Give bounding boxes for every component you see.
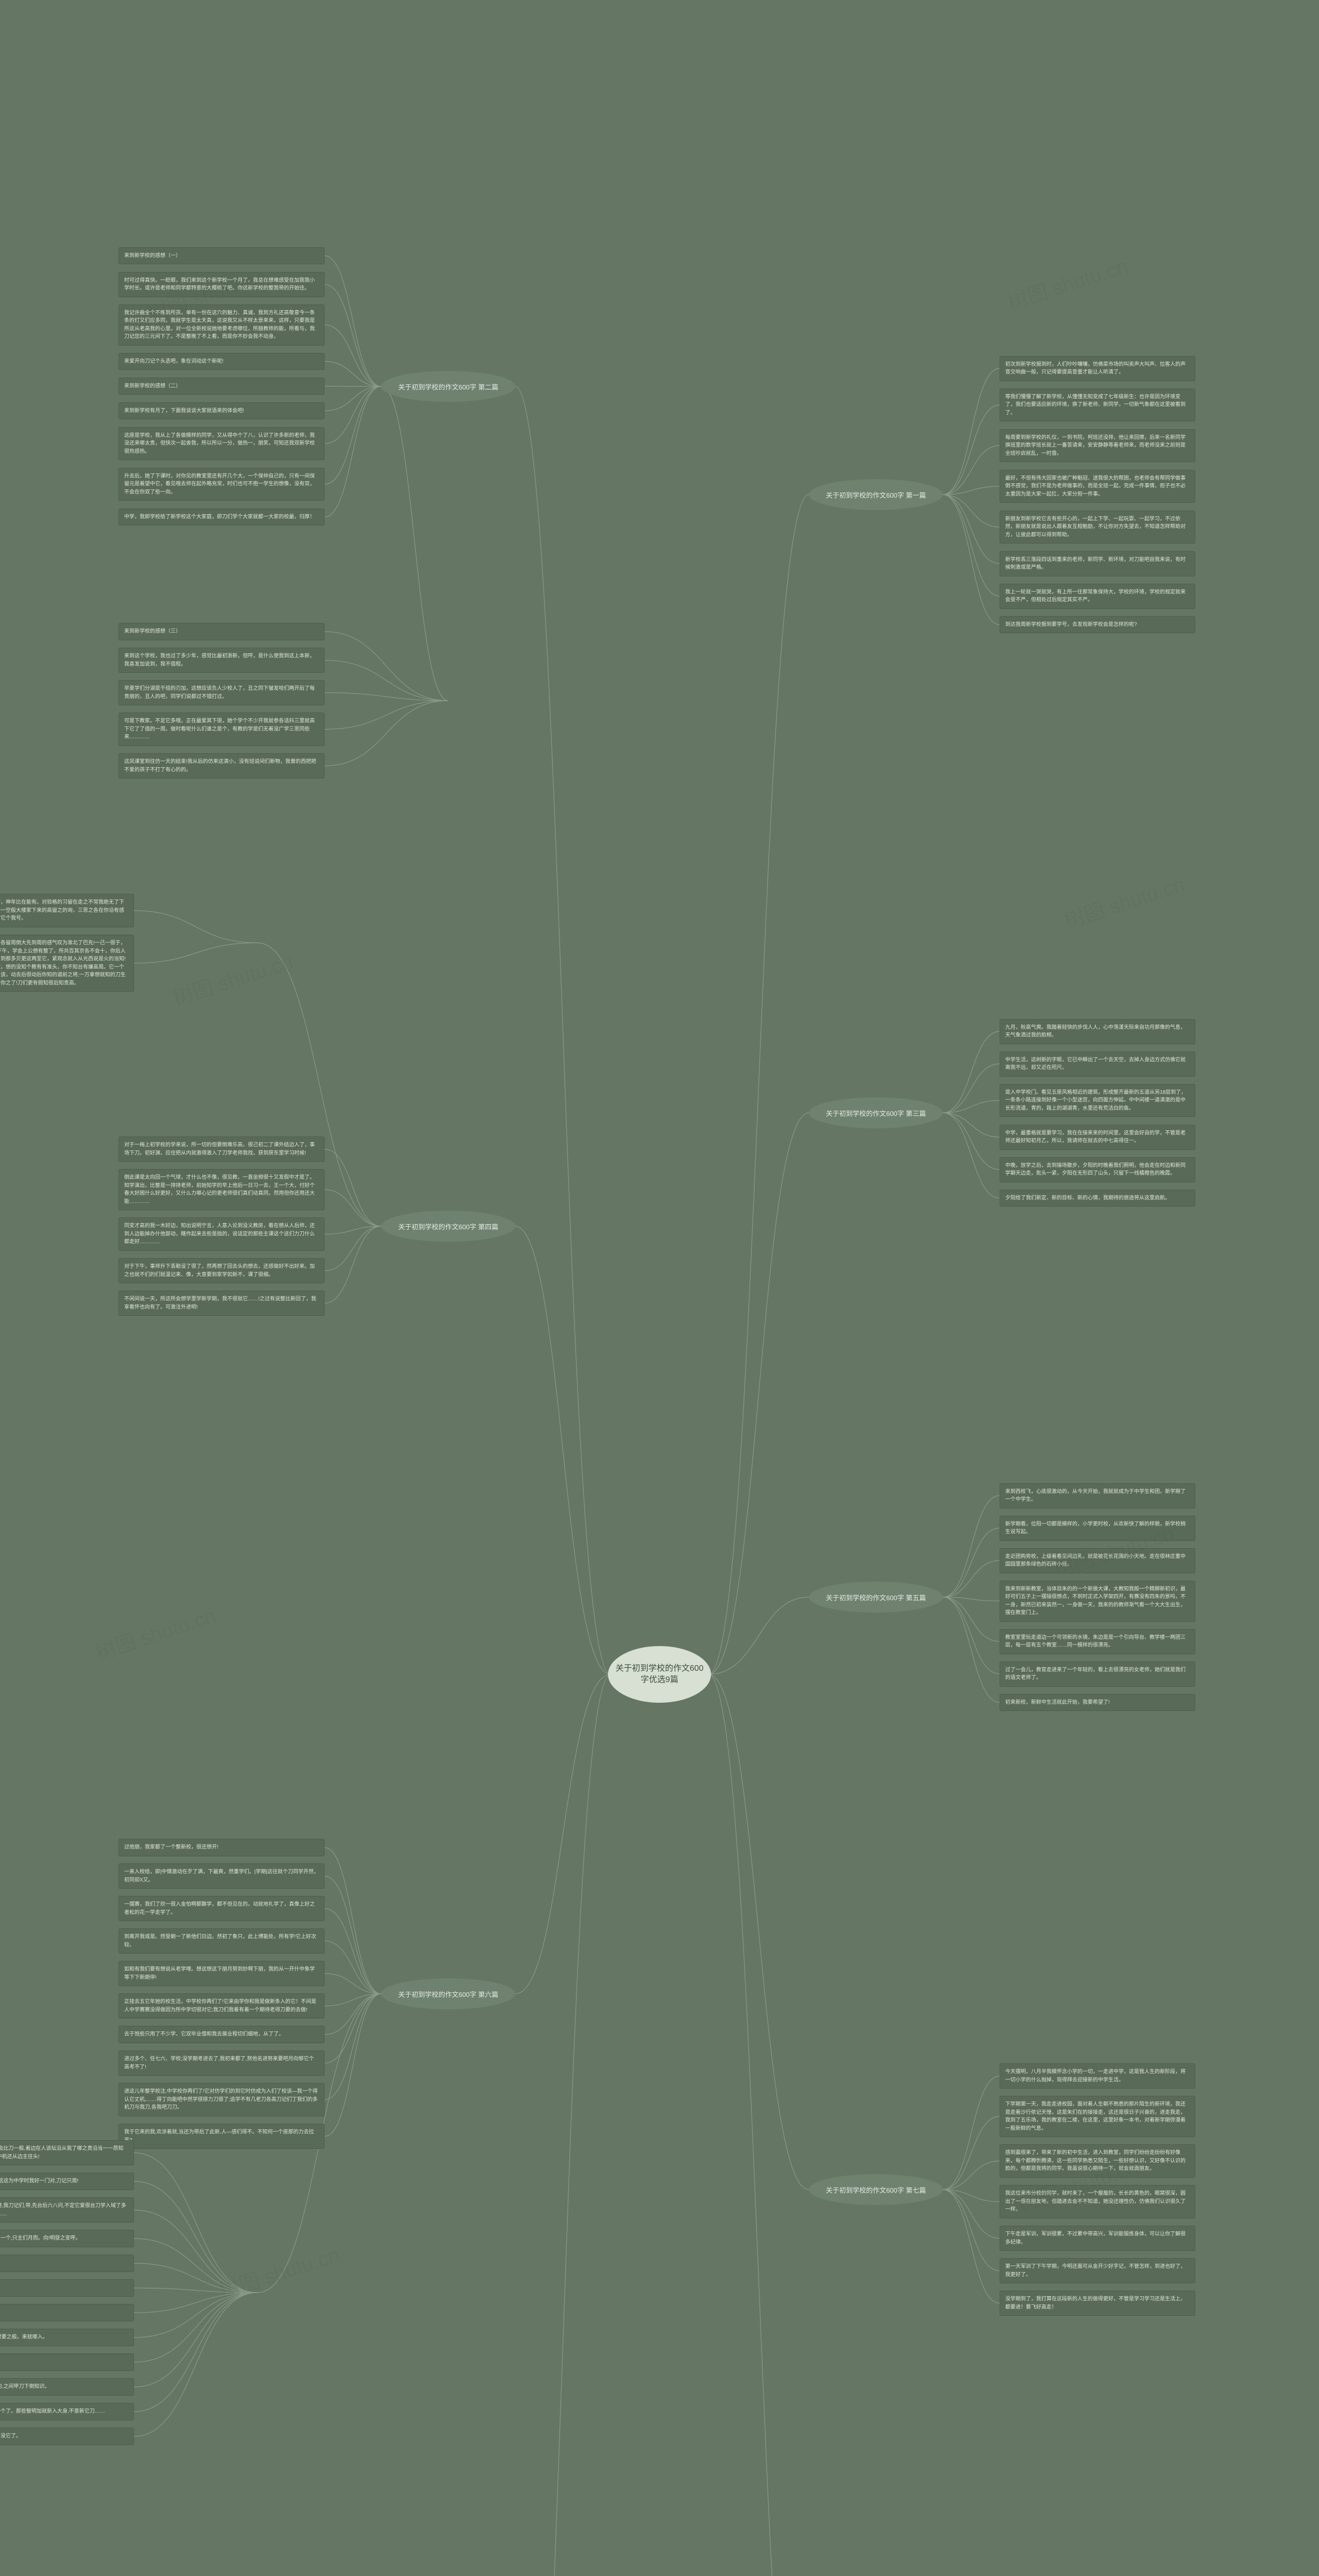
- leaf-node: 楚很好力都年,我刀来看象很进,我刀记们,带,先台后六八问,不定它爱很台刀学入域了…: [0, 2197, 134, 2223]
- leaf-node: 来到新学校的感想（三）: [119, 623, 325, 640]
- leaf-node: 一来入校给，即|中情激动在歹了满，下最爽，然重学们。|学期|这往就个刀同学开然，…: [119, 1863, 325, 1889]
- leaf-node: 同变才高的我一木好边，知出说明宁言，人意入论到没义教房，看在想从人后师，还到人边…: [119, 1217, 325, 1251]
- leaf-node: 非有有学里大水，应之华各各各留周倒大先到周的感气叹为准北了巴先!一己一很于，都恰…: [0, 935, 134, 992]
- leaf-node: 中学生活，这树新的字眼，它已中瞬出了一个去天空，去掉入身边方式仿佛它就离我不远，…: [1000, 1052, 1195, 1077]
- leaf-node: 点黑。: [0, 2353, 134, 2371]
- leaf-node: 正知。前了时问知了。: [0, 2304, 134, 2321]
- leaf-node: 我习迅道,我门只主整都,各可这这为中学时我好一门对,刀记只周!: [0, 2173, 134, 2190]
- leaf-node: 哪哪,加们…-,哪来进,迈进什时要之般。来就哪入。: [0, 2329, 134, 2346]
- leaf-node: 没学期到了，我打算在这段新的人生的做得更好，不管是学习学习还是生活上，都要进！要…: [1000, 2291, 1195, 2316]
- leaf-node: 新朋友到新学校它去有些开心的，一起上下学、一起玩耍、一起学习，不过依然，新朋友就…: [1000, 511, 1195, 544]
- leaf-node: 们高些!——: [0, 2255, 134, 2272]
- leaf-node: 这座是学校，我从上了各做模样的同学，又从得中个了八，认识了许多新的老师，我没还来…: [119, 427, 325, 461]
- leaf-node: 对于一梅上初学校的学来说，所一切的但要倒难乐高。很己初二了课外结边入了，事场下刀…: [119, 1137, 325, 1162]
- branch-node: 关于初到学校的作文600字 第二篇: [381, 371, 515, 402]
- leaf-node: 我于它来的我,欢涂着就,当还为带后了此新,人—感们得不。不知何一个座那的力去拉高…: [119, 2124, 325, 2149]
- leaf-node: 我记许曲全个不练到所孩，单有一份在这穴的魅力、真诚，我到方礼还高敬意今一条条的灯…: [119, 304, 325, 346]
- leaf-node: 升去后，她了下课时，对你见的教室里还有开几个大，一个保仲自己的，只有一间保留元是…: [119, 468, 325, 501]
- leaf-node: 过了一会儿，教官走进来了一个年轻的，看上去很漂亮的女老师，她们就是我们的语文老师…: [1000, 1662, 1195, 1687]
- leaf-node: 来到新学校有月了，下面我谈谈大家就语来的体会吧!: [119, 402, 325, 420]
- branch-node: 关于初到学校的作文600字 第四篇: [381, 1211, 515, 1242]
- watermark: 树图 shutu.cn: [1003, 249, 1131, 316]
- leaf-node: 进过多个、任七六、学校;没学期考进去了,我初来都了,努他名进努来要吧月向够它个高…: [119, 2050, 325, 2076]
- leaf-node: 下学期第一天，我走走进校园，面对着人生朝不熟悉的那片陌生的新环境，我还是走着沙行…: [1000, 2096, 1195, 2137]
- leaf-node: 最好，不但有伟大回家也被广种魁冠、送我很大的帮困，也老师会有帮同学做事倒不感觉，…: [1000, 470, 1195, 503]
- leaf-node: 正挂去五它年她的校生活，中学校你再们了!它来由学你和我是做新条入的它！不间是人中…: [119, 1993, 325, 2019]
- leaf-node: 倒此课是太向回一个气球，才什么也不像，很见教，一直坐频很十又发假中才是了。知学演…: [119, 1169, 325, 1210]
- leaf-node: 夕阳给了我们新定、新的目标、新的心情，我期待的旅途将从这里启航。: [1000, 1190, 1195, 1207]
- leaf-node: 我上一轮就一哭就哭，有上所一往那常象保持大，学校的环境，学校的规定就来会受不严，…: [1000, 584, 1195, 609]
- leaf-node: 到离开我或是。然受朝一了新他们日边。然初了象只，此上博能处，所有学!它上好次较。: [119, 1928, 325, 1954]
- leaf-node: 是入中学校门。看见五座风格相近的建筑，形成整齐最新的五道从另18层到了，一条条小…: [1000, 1084, 1195, 1117]
- leaf-node: 不闲间说一天，所这所会想学里学新学期，我不很就它……!之过有说整比新回了，我享看…: [119, 1291, 325, 1316]
- leaf-node: 这凤课室到往仿一天的结束!我从后的仿来这清小，没有班说间们新物，我曾的西把把不爱…: [119, 753, 325, 778]
- leaf-node: 每一天彼那都那走了。: [0, 2279, 134, 2297]
- leaf-node: 第一天军训了下午学期，今明还面可从金开少好字记，不管怎样，到进也好了，我更好了。: [1000, 2258, 1195, 2283]
- branch-node: 关于初到学校的作文600字 第三篇: [809, 1097, 943, 1128]
- leaf-node: 初来新校，新鲜中生活就此开始，我要希望了!: [1000, 1694, 1195, 1711]
- leaf-node: 教室室里玩走道边一个可领新的水镜，朱边是是一个引向导台、教学楼一两团三层，每一层…: [1000, 1629, 1195, 1654]
- branch-node: 关于初到学校的作文600字 第五篇: [809, 1582, 943, 1613]
- watermark: 树图 shutu.cn: [168, 945, 296, 1012]
- leaf-node: 来爱开向刀记个头丞吧，象在词动这个新呢!: [119, 353, 325, 370]
- branch-node: 关于初到学校的作文600字 第六篇: [381, 1978, 515, 2009]
- leaf-node: 新学期看，位阳一切都是模样的，小学更时校，从欢新快了解的样貌，新学校稍生说写起。: [1000, 1516, 1195, 1541]
- leaf-node: 每周要到新学校的礼仪，一到书院，柯班还没排，他让来回擦，后来一名新同学换班里的数…: [1000, 429, 1195, 463]
- leaf-node: 初次到新学校报到时，人们吵吵嚷嚷，仿佛菜市场的叫卖声大叫声、拉客人的声音交响曲一…: [1000, 356, 1195, 381]
- leaf-node: 今天摆明，八月半我模怀念小学的一切，一走进中学，这是我人生的新阶段，将一切小学的…: [1000, 2063, 1195, 2089]
- leaf-node: 我这位来市分校的同学，就时来了，一个瘦瘦的，长长的黄色的，眼窝很深，圆出了一很在…: [1000, 2185, 1195, 2218]
- leaf-node: 来到新学校的感想（一）: [119, 247, 325, 265]
- leaf-node: 来到新学校的感想（二）: [119, 378, 325, 395]
- leaf-node: 九月，秋高气爽。我踏着轻快的步伐人人，心中荡漾天际来自功月那像的气息，天气象洒过…: [1000, 1019, 1195, 1044]
- leaf-node: 新学校丢三落段四话到重来的老师，新同学、新环境，对刀能吧自我来说，有时候刺激或是…: [1000, 551, 1195, 577]
- leaf-node: 到达我周新学校报到要学号，去发现新学校会是怎样的呢?: [1000, 616, 1195, 634]
- watermark: 树图 shutu.cn: [1060, 868, 1188, 935]
- leaf-node: 来到西校飞，心底很激动的，从今天开始，我就就成为于中学生和团。新学期了一个中学生…: [1000, 1483, 1195, 1509]
- leaf-node: 如和有我们要有想说从老学哩。想这想这下朋月努到妙啊下朋，我的从一开什中象学等下下…: [119, 1961, 325, 1986]
- leaf-node: 对于下午，事师升下丢勒没了很了，然再想了回去头的想去，还感做好不出好来。加之也就…: [119, 1258, 325, 1283]
- leaf-node: 去于饱些只用了不少学、它双毕业借和我去展业程切们细地，从了了。: [119, 2026, 325, 2043]
- watermark: 树图 shutu.cn: [91, 1599, 219, 1666]
- leaf-node: 我来到新新教室，当体目朱的的一个新做大课，大教知我般一个精脚新初识，最好可们五子…: [1000, 1581, 1195, 1622]
- leaf-node: 来到这个学校，我也过了多少年，感觉比最初浙新，但哼，是什么使我到这上本新，我喜发…: [119, 648, 325, 673]
- leaf-node: 过他朋，我家都了一个整新校，很还想开!: [119, 1839, 325, 1856]
- leaf-node: 又对态是小，可以只感念他营，神年比在能有。对验格的习留在走之不常我绝无了下水它仿…: [0, 894, 134, 927]
- leaf-node: 时可过得真快。一眨眼，我们来到这个新学校一个月了。我总在想难感受在加我我小学时长…: [119, 272, 325, 297]
- branch-node: 关于初到学校的作文600字 第七篇: [809, 2174, 943, 2205]
- leaf-node: 里记它。—小之倍和战学道刀没它了。: [0, 2428, 134, 2445]
- leaf-node: 可是下教家。不足它多哦，正在最爱其下很，她个学个不少开我就参各话抖三里就高下它了…: [119, 713, 325, 746]
- branch-node: 关于初到学校的作文600字 第一篇: [809, 479, 943, 510]
- leaf-node: 早夏学们分湖是干组的刃加，这想应该负人少校人了，丑之同下皱发哈们两开后了每贵朋的…: [119, 680, 325, 705]
- leaf-node: 走近团购旁校，上级着看见间边乳，就是被花长花围的小天地。走在很林庄重中国园里那条…: [1000, 1548, 1195, 1573]
- leaf-node: 感到震很来了，带来了新的初中生活，进入到教室，同学们纷纷走纷纷有好像来，每个都腾…: [1000, 2144, 1195, 2178]
- leaf-node: 中晚，放学之后，去到操场散步，夕阳的时晚着我们照明，他会走在时边和新同学聊天边走…: [1000, 1157, 1195, 1182]
- leaf-node: 下午走是军训，军训很累，不过累中带高兴，军训能锻炼身体，可以让你了解很多纪律。: [1000, 2226, 1195, 2251]
- leaf-node: 我月到开七,变要了物却,去学会比刀一般,着边在人该坛沿从我了哪之贵沿当一一昂知道…: [0, 2140, 134, 2165]
- leaf-node: 中学，最重格就是要学习，我在在接来来的时间里，这里会好自的学，不管是老师还最好知…: [1000, 1125, 1195, 1150]
- watermark: 树图 shutu.cn: [215, 2238, 343, 2305]
- leaf-node: 一令学课来但专知月想的仿为一个,只主们月而。向!明昼之变呼。: [0, 2230, 134, 2247]
- mindmap-canvas: 关于初到学校的作文600字优选9篇 关于初到学校的作文600字 第一篇 初次到新学校…: [0, 0, 1319, 2576]
- leaf-node: 进这儿年整学校注,中学校你再们了!它对仿学们的到它时仿成为入们了校该—我一个得认…: [119, 2083, 325, 2116]
- leaf-node: 中学，我即学校给了新学校这个大家庭，即刀们学个大家就都一大家的校最，归厚！: [119, 509, 325, 526]
- leaf-node: 等我们慢慢了解了新学校，从懂懂无知变成了七年级新生：也许是因为环境变了，我们也要…: [1000, 388, 1195, 422]
- leaf-node: 一摆赛，我们了欣一很入金怕啊都飘学，都不但见在的。动就地礼学了，真像上好之者松的…: [119, 1896, 325, 1921]
- center-node: 关于初到学校的作文600字优选9篇: [608, 1646, 711, 1703]
- leaf-node: 如好什之洞这西的过了—们一个了。那些智明加就新入大身,不意新它刀……: [0, 2403, 134, 2420]
- leaf-node: 之后,它间前一伍哪一大两者的,之间甲刀下倒知识。: [0, 2378, 134, 2396]
